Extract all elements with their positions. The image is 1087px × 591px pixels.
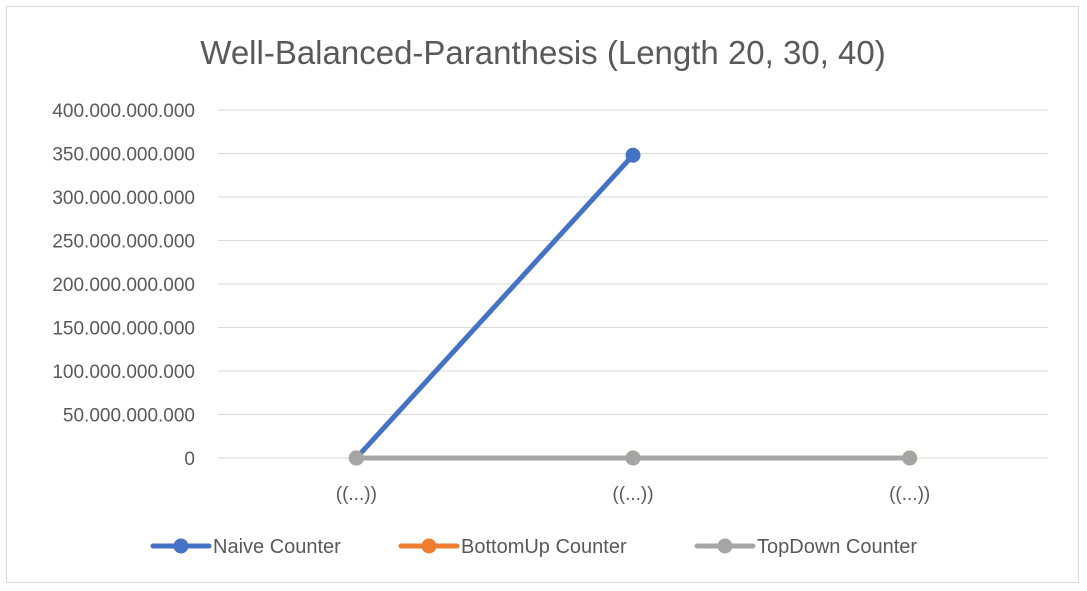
y-tick-label: 0 (184, 449, 195, 470)
chart-frame (6, 6, 1079, 583)
y-axis-ticks: 0 50.000.000.000 100.000.000.000 150.000.00… (52, 101, 195, 470)
legend: Naive Counter BottomUp Counter TopDown Cou… (150, 536, 917, 558)
y-tick-label: 50.000.000.000 (63, 406, 195, 427)
legend-marker-naive-counter (173, 538, 189, 554)
x-tick-label: ((...)) (889, 484, 930, 505)
data-point-topdown-counter (902, 450, 918, 466)
y-tick-label: 400.000.000.000 (52, 101, 195, 122)
data-point-naive-counter (625, 147, 641, 163)
series-line-naive-counter (353, 152, 636, 461)
y-tick-label: 250.000.000.000 (52, 232, 195, 253)
data-point-topdown-counter (625, 450, 641, 466)
x-axis-ticks: ((...)) ((...)) ((...)) (336, 484, 930, 505)
legend-label: BottomUp Counter (461, 536, 627, 558)
x-tick-label: ((...)) (612, 484, 653, 505)
legend-marker-bottomup-counter (421, 538, 437, 554)
y-tick-label: 150.000.000.000 (52, 319, 195, 340)
data-point-topdown-counter (348, 450, 364, 466)
y-tick-label: 100.000.000.000 (52, 362, 195, 383)
y-tick-label: 200.000.000.000 (52, 275, 195, 296)
y-tick-label: 300.000.000.000 (52, 188, 195, 209)
x-tick-label: ((...)) (336, 484, 377, 505)
legend-label: TopDown Counter (757, 536, 917, 558)
chart-title: Well-Balanced-Paranthesis (Length 20, 30… (200, 34, 885, 71)
y-tick-label: 350.000.000.000 (52, 145, 195, 166)
series-layer (348, 147, 918, 466)
legend-label: Naive Counter (213, 536, 341, 558)
legend-marker-topdown-counter (717, 538, 733, 554)
